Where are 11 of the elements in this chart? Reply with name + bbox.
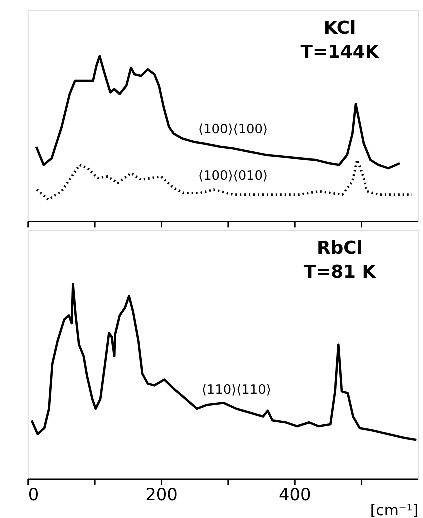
text: RbCl <box>317 238 363 260</box>
x-tick-label: 200 <box>146 484 178 504</box>
text: KCl <box>324 18 356 40</box>
x-tick-label: 0 <box>28 484 40 504</box>
series-label: ⟨100⟩⟨100⟩ <box>198 122 268 138</box>
series-label: ⟨100⟩⟨010⟩ <box>198 168 268 184</box>
x-axis-title: [cm⁻¹] <box>370 501 419 518</box>
series-label: ⟨110⟩⟨110⟩ <box>202 383 272 398</box>
text: T=81 K <box>304 262 378 283</box>
annotation: T=144K <box>300 42 380 63</box>
x-tick-label: 400 <box>279 484 312 504</box>
